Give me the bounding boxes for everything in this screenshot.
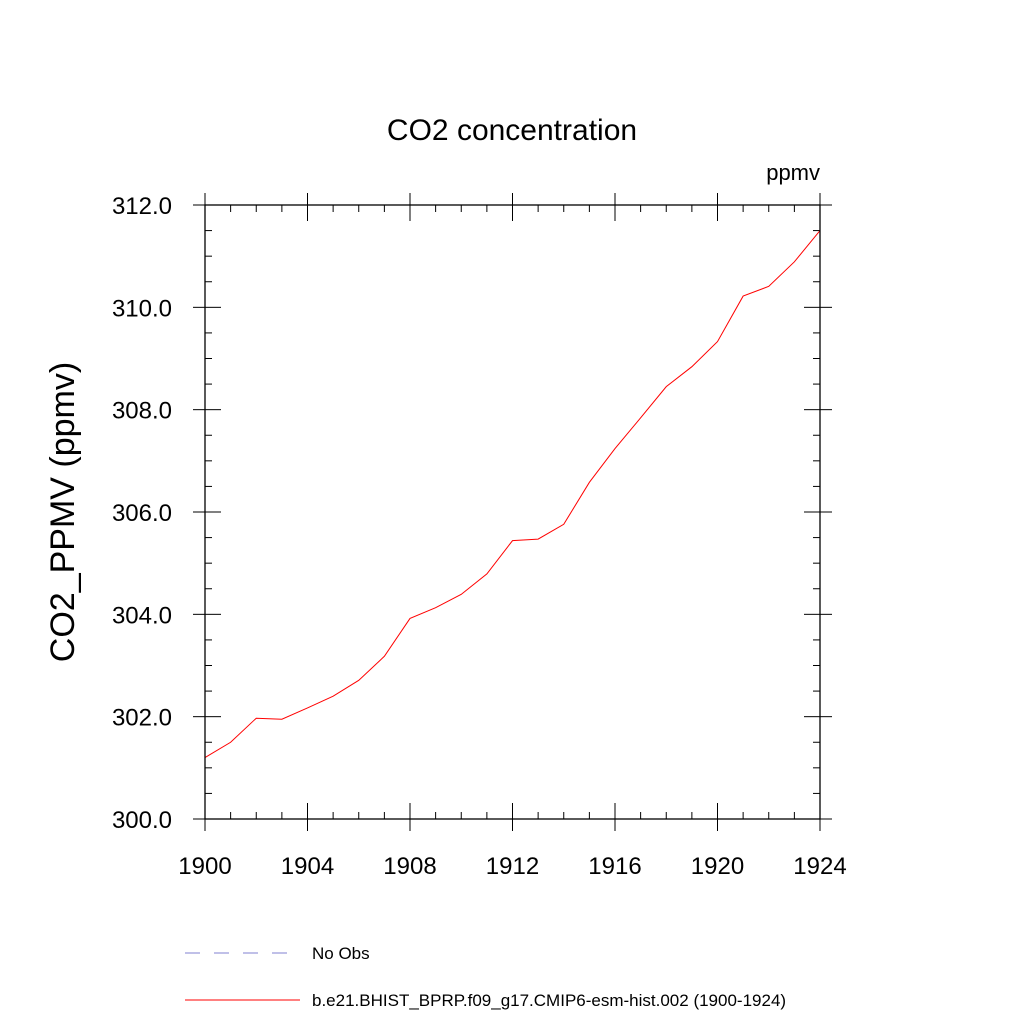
legend-label-model: b.e21.BHIST_BPRP.f09_g17.CMIP6-esm-hist.… [312, 991, 786, 1010]
x-tick-label: 1920 [691, 853, 744, 880]
y-axis-label: CO2_PPMV (ppmv) [44, 362, 82, 662]
y-tick-label: 308.0 [112, 398, 172, 425]
x-tick-label: 1924 [793, 853, 846, 880]
y-tick-label: 300.0 [112, 807, 172, 834]
chart-title: CO2 concentration [387, 114, 637, 147]
axis-ticks [193, 193, 832, 831]
x-tick-labels: 1900 1904 1908 1912 1916 1920 1924 [178, 853, 846, 880]
y-tick-label: 304.0 [112, 602, 172, 629]
legend: No Obs b.e21.BHIST_BPRP.f09_g17.CMIP6-es… [185, 944, 786, 1010]
x-tick-label: 1904 [281, 853, 334, 880]
x-tick-label: 1916 [588, 853, 641, 880]
units-label: ppmv [766, 160, 820, 185]
y-tick-label: 312.0 [112, 193, 172, 220]
y-tick-label: 310.0 [112, 295, 172, 322]
y-tick-label: 306.0 [112, 500, 172, 527]
data-series [204, 230, 821, 759]
plot-frame [204, 204, 821, 820]
x-tick-label: 1908 [383, 853, 436, 880]
series-line-0 [204, 230, 821, 759]
x-tick-label: 1900 [178, 853, 231, 880]
y-tick-label: 302.0 [112, 705, 172, 732]
y-tick-labels: 300.0 302.0 304.0 306.0 308.0 310.0 312.0 [112, 193, 172, 834]
x-tick-label: 1912 [486, 853, 539, 880]
legend-label-no-obs: No Obs [312, 944, 370, 963]
